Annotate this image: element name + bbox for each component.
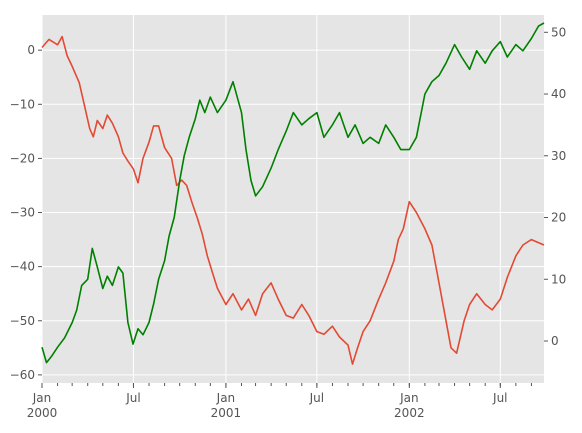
y-right-tick-label: 30: [551, 149, 566, 163]
y-right-tick-label: 0: [551, 334, 559, 348]
y-right-tick-label: 50: [551, 25, 566, 39]
x-tick-year-label: 2002: [394, 406, 425, 420]
y-left-tick-label: −50: [10, 314, 35, 328]
y-right-tick-label: 10: [551, 272, 566, 286]
y-left-tick-label: −10: [10, 97, 35, 111]
grid-lines: [41, 15, 544, 383]
y-left-tick-label: −30: [10, 206, 35, 220]
y-right-tick-label: 40: [551, 87, 566, 101]
series-line-right-axis: [41, 22, 545, 364]
x-tick-year-label: 2001: [211, 406, 242, 420]
x-tick-label: Jul: [125, 391, 140, 405]
y-left-tick-label: −20: [10, 151, 35, 165]
y-left-tick-label: −60: [10, 368, 35, 382]
y-left-tick-label: −40: [10, 260, 35, 274]
y-left-tick-label: 0: [27, 43, 35, 57]
x-tick-label: Jan: [216, 391, 236, 405]
y-right-tick-label: 20: [551, 211, 566, 225]
axes: 0−10−20−30−40−50−6001020304050Jan2000Jul…: [10, 25, 567, 420]
series-group: [41, 22, 545, 365]
x-tick-label: Jan: [32, 391, 52, 405]
x-tick-year-label: 2000: [27, 406, 58, 420]
x-tick-label: Jul: [309, 391, 324, 405]
x-tick-label: Jan: [399, 391, 419, 405]
plot-background: [42, 15, 544, 383]
series-line-left-axis: [41, 35, 545, 365]
x-tick-label: Jul: [492, 391, 507, 405]
